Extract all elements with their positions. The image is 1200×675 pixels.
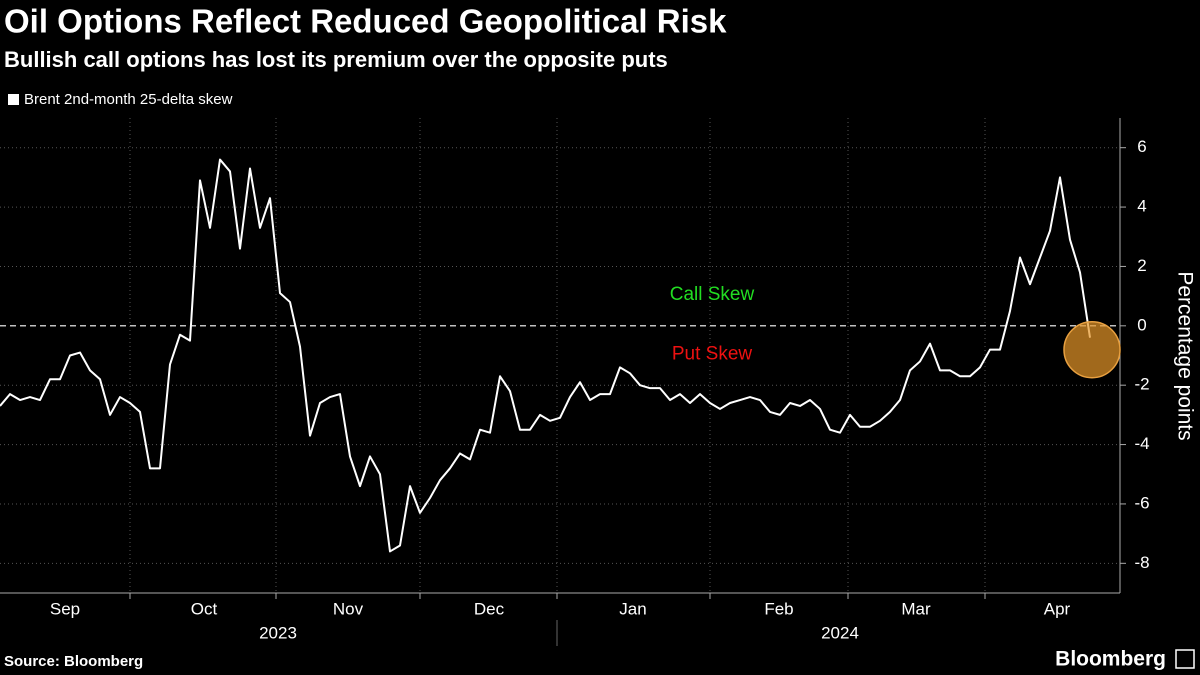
x-tick-label: Jan bbox=[619, 599, 646, 618]
y-tick-label: -2 bbox=[1134, 375, 1149, 394]
highlight bbox=[1063, 320, 1121, 379]
chart-title: Oil Options Reflect Reduced Geopolitical… bbox=[4, 3, 727, 40]
x-tick-label: Nov bbox=[333, 599, 364, 618]
chart-subtitle: Bullish call options has lost its premiu… bbox=[4, 47, 668, 72]
x-tick-label: Mar bbox=[901, 599, 931, 618]
annotation: Call Skew bbox=[670, 284, 755, 305]
x-tick-label: Sep bbox=[50, 599, 80, 618]
legend-swatch bbox=[8, 94, 19, 105]
brand: Bloomberg bbox=[1055, 648, 1166, 671]
y-tick-label: -4 bbox=[1134, 434, 1149, 453]
y-tick-label: 0 bbox=[1137, 315, 1146, 334]
x-tick-label: Feb bbox=[764, 599, 793, 618]
y-tick-label: -8 bbox=[1134, 553, 1149, 572]
year-label: 2023 bbox=[259, 623, 297, 642]
brand-icon bbox=[1175, 649, 1195, 669]
year-label: 2024 bbox=[821, 623, 859, 642]
source: Source: Bloomberg bbox=[4, 653, 143, 670]
x-tick-label: Apr bbox=[1044, 599, 1071, 618]
legend-label: Brent 2nd-month 25-delta skew bbox=[24, 91, 233, 108]
y-tick-label: -6 bbox=[1134, 493, 1149, 512]
line bbox=[0, 158, 1091, 553]
y-tick-label: 4 bbox=[1137, 197, 1146, 216]
x-tick-label: Dec bbox=[474, 599, 505, 618]
x-tick-label: Oct bbox=[191, 599, 218, 618]
y-tick-label: 2 bbox=[1137, 256, 1146, 275]
y-tick-label: 6 bbox=[1137, 137, 1146, 156]
annotation: Put Skew bbox=[672, 344, 753, 365]
y-axis-label: Percentage points bbox=[1173, 271, 1196, 440]
